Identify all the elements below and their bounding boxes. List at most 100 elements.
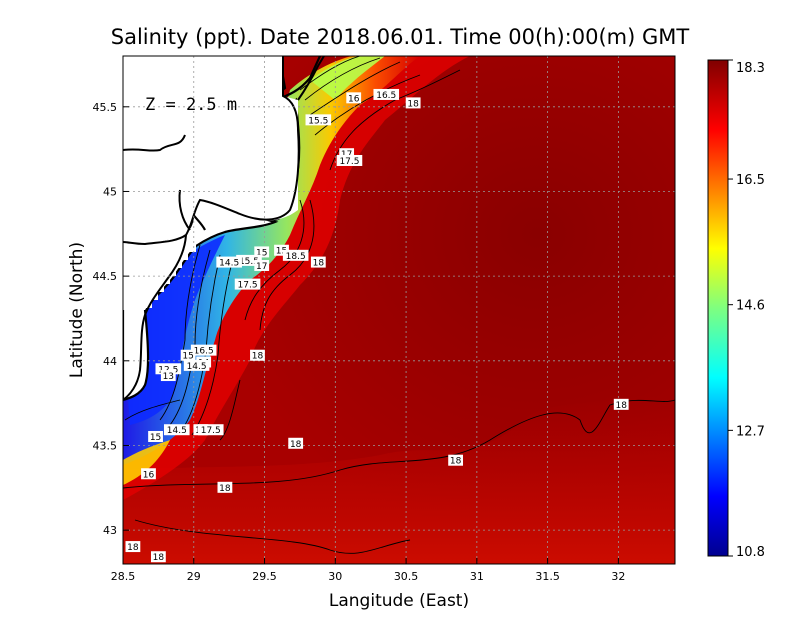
contour-label: 18 [405, 97, 421, 109]
contour-label: 18 [613, 398, 629, 411]
contour-label-text: 17.5 [201, 426, 221, 436]
contour-label-text: 18 [252, 352, 264, 362]
contour-label-box [236, 254, 262, 266]
contour-label: 17.5 [197, 424, 224, 436]
contour-label-box [250, 349, 265, 361]
contour-label: 14.5 [216, 256, 242, 269]
contour-label: 16 [141, 468, 156, 480]
y-tick-label: 43.5 [93, 439, 118, 452]
contour-label-text: 17 [256, 262, 267, 272]
contour-label: 18 [310, 256, 326, 269]
colorbar-ticks: 18.3 16.5 14.6 12.7 10.8 [728, 59, 765, 560]
contour-label-text: 15 [276, 247, 287, 257]
colorbar-tick-label: 18.3 [736, 61, 765, 76]
low-salinity-core [123, 235, 225, 425]
grid-lines [123, 56, 675, 564]
contour-label-text: 16.5 [376, 91, 396, 101]
contour-label-box [216, 256, 242, 268]
contour-label-text: 18.5 [286, 252, 306, 262]
x-axis-ticks: 28.5 29 29.5 30 30.5 31 31.5 32 [111, 558, 625, 583]
contour-label-box [197, 424, 224, 436]
contour-label-text: 14.5 [219, 259, 239, 269]
x-tick-label: 32 [611, 570, 625, 583]
contour-label-text: 18 [407, 99, 419, 109]
contour-label-box [125, 541, 141, 553]
contour-label-box [288, 437, 304, 449]
contour-labels: 1616.51815.51717.5151518.515.51714.51817… [125, 88, 629, 563]
contour-label: 14.5 [163, 424, 190, 436]
contour-label: 18 [217, 481, 233, 494]
y-axis-title: Latitude (North) [67, 242, 87, 378]
contour-label: 17.5 [336, 154, 363, 167]
contour-label-text: 18 [450, 457, 462, 467]
contour-label-box [405, 97, 421, 109]
contour-label-box [163, 424, 190, 436]
south-plume-tip [123, 440, 170, 485]
contour-label-box [183, 359, 210, 371]
contour-label-text: 18 [219, 484, 231, 494]
contour-label-box [150, 551, 166, 563]
contour-label-box [448, 454, 464, 466]
plot-area: 1616.51815.51717.5151518.515.51714.51817… [123, 56, 675, 564]
contour-label-box [339, 148, 355, 160]
frontal-zone [123, 56, 470, 500]
salinity-contours [123, 56, 675, 554]
y-axis-ticks: 43 43.5 44 44.5 45 45.5 [93, 101, 129, 537]
contour-label-text: 17.5 [238, 281, 258, 291]
plot-frame [122, 55, 676, 565]
coastline-outline [123, 56, 325, 401]
x-tick-label: 29.5 [252, 570, 277, 583]
contour-label-box [373, 88, 400, 100]
contour-label: 13 [160, 370, 176, 382]
x-tick-label: 30 [328, 570, 342, 583]
contour-label-text: 15.5 [239, 257, 259, 267]
y-tick-label: 44.5 [93, 270, 118, 283]
contour-label-text: 15.5 [308, 116, 328, 126]
contour-label-box [217, 481, 233, 493]
contour-label-box [305, 114, 332, 126]
southern-shelf-water [123, 395, 675, 564]
contour-label-text: 15 [256, 248, 267, 258]
y-tick-label: 43 [103, 524, 117, 537]
contour-label: 18.5 [282, 249, 309, 262]
contour-label-text: 13 [163, 372, 174, 382]
contour-label-box [148, 431, 163, 442]
colorbar-tick-label: 12.7 [736, 424, 765, 439]
contour-label: 15 [148, 431, 163, 443]
contour-label-text: 14.5 [167, 426, 187, 436]
colorbar [707, 59, 729, 557]
contour-label-box [336, 154, 363, 166]
x-axis-title: Langitude (East) [329, 591, 469, 611]
contour-label-text: 15 [182, 352, 193, 362]
x-tick-label: 30.5 [394, 570, 419, 583]
contour-label-box [141, 468, 156, 480]
x-tick-label: 29 [187, 570, 201, 583]
contour-label-box [180, 349, 196, 361]
contour-label: 14.5 [183, 359, 210, 372]
contour-label-box [190, 344, 217, 356]
colorbar-tick-label: 16.5 [736, 173, 765, 188]
contour-label: 18 [448, 454, 464, 467]
contour-label-text: 14.5 [187, 362, 207, 372]
contour-label-box [160, 370, 176, 382]
contour-label-box [310, 256, 326, 268]
contour-label: 15 [180, 349, 196, 362]
contour-label-text: 18 [127, 543, 139, 553]
contour-label: 18 [125, 541, 141, 553]
y-tick-label: 45.5 [93, 101, 118, 114]
contour-label: 17.5 [234, 278, 261, 291]
contour-label-text: 18 [153, 553, 165, 563]
colorbar-tick-label: 14.6 [736, 299, 765, 314]
contour-label: 16 [346, 92, 362, 104]
contour-label-text: 18 [290, 440, 302, 450]
contour-label-box [155, 363, 182, 375]
contour-label-text: 18 [313, 259, 325, 269]
contour-label: 15 [254, 246, 270, 258]
contour-label: 17 [254, 259, 270, 272]
x-tick-label: 31 [470, 570, 484, 583]
land-mask [123, 56, 298, 310]
contour-label-box [254, 246, 270, 258]
north-plume-tip [310, 56, 385, 100]
x-tick-label: 28.5 [111, 570, 136, 583]
